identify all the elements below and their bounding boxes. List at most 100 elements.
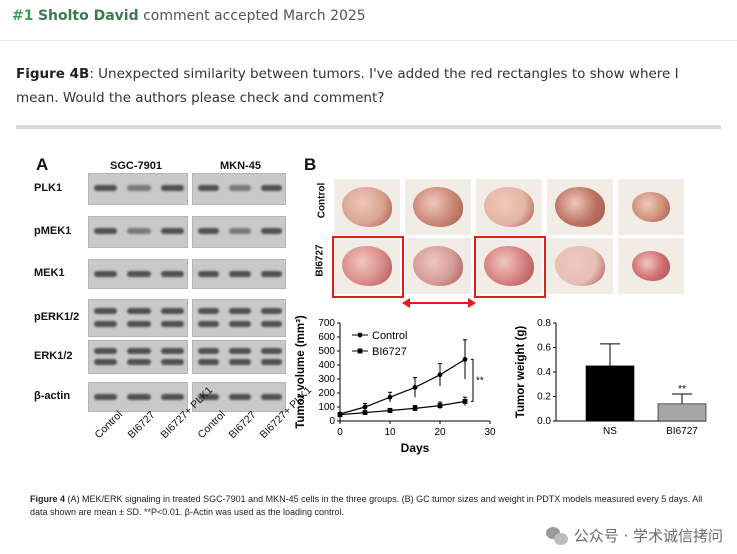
significance-bracket	[471, 358, 474, 402]
caption-text: (A) MEK/ERK signaling in treated SGC-790…	[30, 494, 703, 517]
blot-strip	[192, 382, 286, 412]
blot-band	[160, 270, 184, 277]
blot-strip	[88, 299, 188, 337]
blot-band	[198, 308, 220, 315]
blot-strip	[88, 216, 188, 248]
y-tick-label: 500	[318, 346, 335, 357]
comment-author[interactable]: Sholto David	[37, 8, 139, 24]
blot-strip	[88, 340, 188, 374]
legend-label: BI6727	[372, 346, 407, 358]
bar	[585, 365, 635, 422]
tumor-photo	[405, 238, 471, 294]
comment-text: Figure 4B: Unexpected similarity between…	[16, 62, 721, 110]
panel-b-letter: B	[304, 155, 317, 174]
blot-row-label: β-actin	[34, 390, 71, 402]
blot-band	[94, 270, 118, 277]
y-tick-label: 0	[329, 416, 335, 427]
blot-band	[94, 359, 118, 366]
data-point	[362, 404, 368, 410]
blot-band	[127, 308, 151, 315]
data-point	[362, 410, 368, 415]
tumor-tissue	[342, 187, 392, 227]
figure-reference: Figure 4B	[16, 66, 90, 82]
blot-band	[94, 393, 118, 400]
row-label-control: Control	[316, 182, 328, 219]
blot-strip	[192, 299, 286, 337]
legend-marker	[357, 332, 363, 338]
watermark: 公众号 · 学术诚信拷问	[545, 525, 723, 546]
figure-caption: Figure 4 (A) MEK/ERK signaling in treate…	[30, 493, 720, 519]
blot-band	[198, 359, 220, 366]
tumor-tissue	[484, 187, 534, 227]
y-tick-label: 200	[318, 388, 335, 399]
tumor-photo	[476, 238, 542, 294]
blot-strip	[88, 259, 188, 289]
blot-band	[160, 320, 184, 327]
blot-band	[127, 393, 151, 400]
tumor-photo	[334, 179, 400, 235]
blot-band	[160, 228, 184, 235]
blot-band	[260, 359, 282, 366]
y-axis-label: Tumor weight (g)	[515, 326, 527, 419]
y-tick-label: 700	[318, 318, 335, 329]
blot-band	[229, 348, 251, 355]
lane-label: Control	[92, 408, 125, 441]
legend-label: Control	[372, 330, 407, 342]
y-tick-label: 600	[318, 332, 335, 343]
blot-strip	[192, 173, 286, 205]
blot-band	[229, 228, 251, 235]
comment-header: #1 Sholto David comment accepted March 2…	[12, 8, 366, 24]
blot-band	[229, 393, 251, 400]
y-tick-label: 0.2	[537, 392, 551, 403]
series-line	[339, 400, 466, 416]
blot-band	[127, 359, 151, 366]
blot-band	[160, 185, 184, 192]
tumor-tissue	[555, 246, 605, 286]
blot-band	[127, 228, 151, 235]
y-tick-label: 0.6	[537, 343, 551, 354]
blot-band	[260, 308, 282, 315]
blot-band	[94, 228, 118, 235]
cell-line-mkn: MKN-45	[220, 160, 261, 172]
panel-a-letter: A	[36, 155, 49, 174]
blot-band	[94, 185, 118, 192]
y-tick-label: 0.4	[537, 367, 551, 378]
blot-band	[127, 348, 151, 355]
tumor-photo	[476, 179, 542, 235]
blot-band	[198, 228, 220, 235]
red-highlight-box-left	[332, 236, 404, 298]
data-point	[412, 385, 418, 390]
blot-band	[229, 320, 251, 327]
tumor-photo	[547, 179, 613, 235]
lane-label: BI6727	[226, 408, 259, 441]
blot-band	[127, 185, 151, 192]
tumor-photo	[618, 238, 684, 294]
y-tick-label: 400	[318, 360, 335, 371]
tumor-photo	[547, 238, 613, 294]
y-axis-label: Tumor volume (mm³)	[295, 315, 307, 429]
tumor-volume-chart: 0 100 200 300 400 500 600 700 0 10 20 30 Days Tumor v…	[295, 315, 496, 455]
tumor-tissue	[484, 246, 534, 286]
caption-figure-label: Figure 4	[30, 494, 66, 504]
figure-top-rule	[16, 125, 721, 129]
blot-band	[160, 359, 184, 366]
significance-label: **	[476, 375, 484, 386]
blot-band	[229, 270, 251, 277]
data-point	[387, 394, 393, 400]
blot-band	[229, 185, 251, 192]
tumor-tissue	[632, 192, 670, 222]
series-line	[339, 358, 466, 415]
blot-band	[94, 320, 118, 327]
blot-band	[94, 308, 118, 315]
blot-band	[260, 393, 282, 400]
blot-band	[198, 320, 220, 327]
tumor-weight-chart: 0.0 0.2 0.4 0.6 0.8 Tumor weight (g) NS BI6727 *…	[515, 318, 707, 437]
blot-strip	[192, 340, 286, 374]
blot-band	[160, 393, 184, 400]
wechat-icon	[545, 526, 568, 545]
tumor-tissue	[555, 187, 605, 227]
blot-strip	[192, 216, 286, 248]
comment-body-text: : Unexpected similarity between tumors. …	[16, 66, 679, 106]
comment-number[interactable]: #1	[12, 8, 34, 24]
category-label: NS	[603, 426, 617, 437]
